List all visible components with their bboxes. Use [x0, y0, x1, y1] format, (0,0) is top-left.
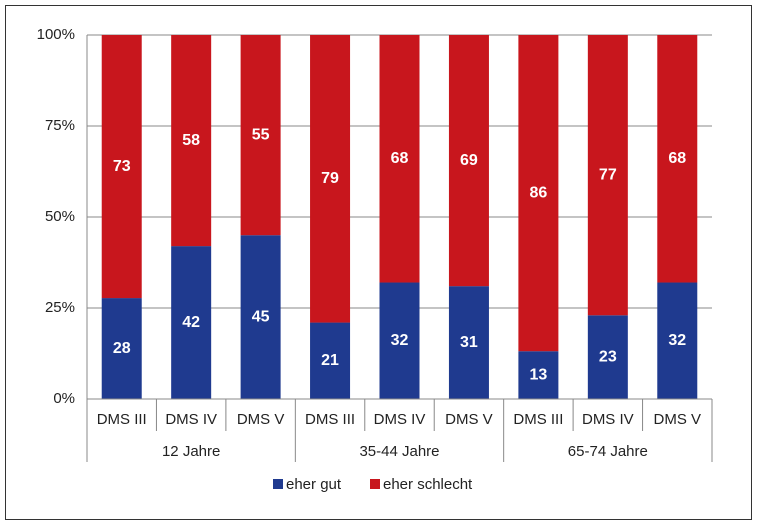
x-tick-label: DMS V	[654, 411, 702, 428]
bar-segment	[310, 322, 351, 399]
bar-segment	[171, 35, 212, 247]
data-label: 77	[599, 166, 617, 183]
bar-segment	[101, 35, 142, 299]
x-tick-label: DMS III	[97, 411, 147, 428]
y-tick-label: 100%	[37, 26, 75, 43]
data-label: 13	[529, 366, 547, 383]
bar-segment	[518, 351, 559, 399]
x-tick-label: DMS IV	[582, 411, 634, 428]
x-tick-label: DMS IV	[374, 411, 426, 428]
data-label: 32	[391, 332, 409, 349]
bar-segment	[171, 246, 212, 399]
data-label: 21	[321, 352, 339, 369]
bar-segment	[448, 286, 489, 399]
bar-segment	[657, 35, 698, 283]
x-tick-label: DMS V	[237, 411, 285, 428]
bar-segment	[240, 35, 281, 236]
group-label: 12 Jahre	[162, 443, 220, 460]
bar-segment	[587, 315, 628, 399]
x-tick-label: DMS IV	[165, 411, 217, 428]
bar-segment	[101, 298, 142, 399]
group-label: 35-44 Jahre	[359, 443, 439, 460]
bar-segment	[448, 35, 489, 287]
data-label: 55	[252, 126, 270, 143]
data-label: 28	[113, 340, 131, 357]
legend-swatch	[273, 479, 283, 489]
data-label: 42	[182, 314, 200, 331]
data-label: 32	[668, 332, 686, 349]
bar-segment	[379, 35, 420, 283]
data-label: 23	[599, 348, 617, 365]
bar-segment	[587, 35, 628, 316]
bar-segment	[518, 35, 559, 352]
data-label: 68	[668, 150, 686, 167]
legend-label: eher schlecht	[383, 476, 473, 493]
group-label: 65-74 Jahre	[568, 443, 648, 460]
x-tick-label: DMS III	[305, 411, 355, 428]
bar-segment	[379, 282, 420, 399]
x-tick-label: DMS III	[513, 411, 563, 428]
bar-segment	[310, 35, 351, 323]
data-label: 31	[460, 334, 478, 351]
data-label: 68	[391, 150, 409, 167]
data-label: 79	[321, 170, 339, 187]
y-tick-label: 0%	[53, 390, 75, 407]
y-tick-label: 50%	[45, 208, 75, 225]
y-tick-label: 75%	[45, 117, 75, 134]
bar-segment	[240, 235, 281, 399]
data-label: 69	[460, 152, 478, 169]
legend-label: eher gut	[286, 476, 342, 493]
data-label: 73	[113, 158, 131, 175]
legend-swatch	[370, 479, 380, 489]
y-tick-label: 25%	[45, 299, 75, 316]
x-tick-label: DMS V	[445, 411, 493, 428]
data-label: 58	[182, 132, 200, 149]
data-label: 86	[529, 184, 547, 201]
data-label: 45	[252, 308, 270, 325]
bar-segment	[657, 282, 698, 399]
